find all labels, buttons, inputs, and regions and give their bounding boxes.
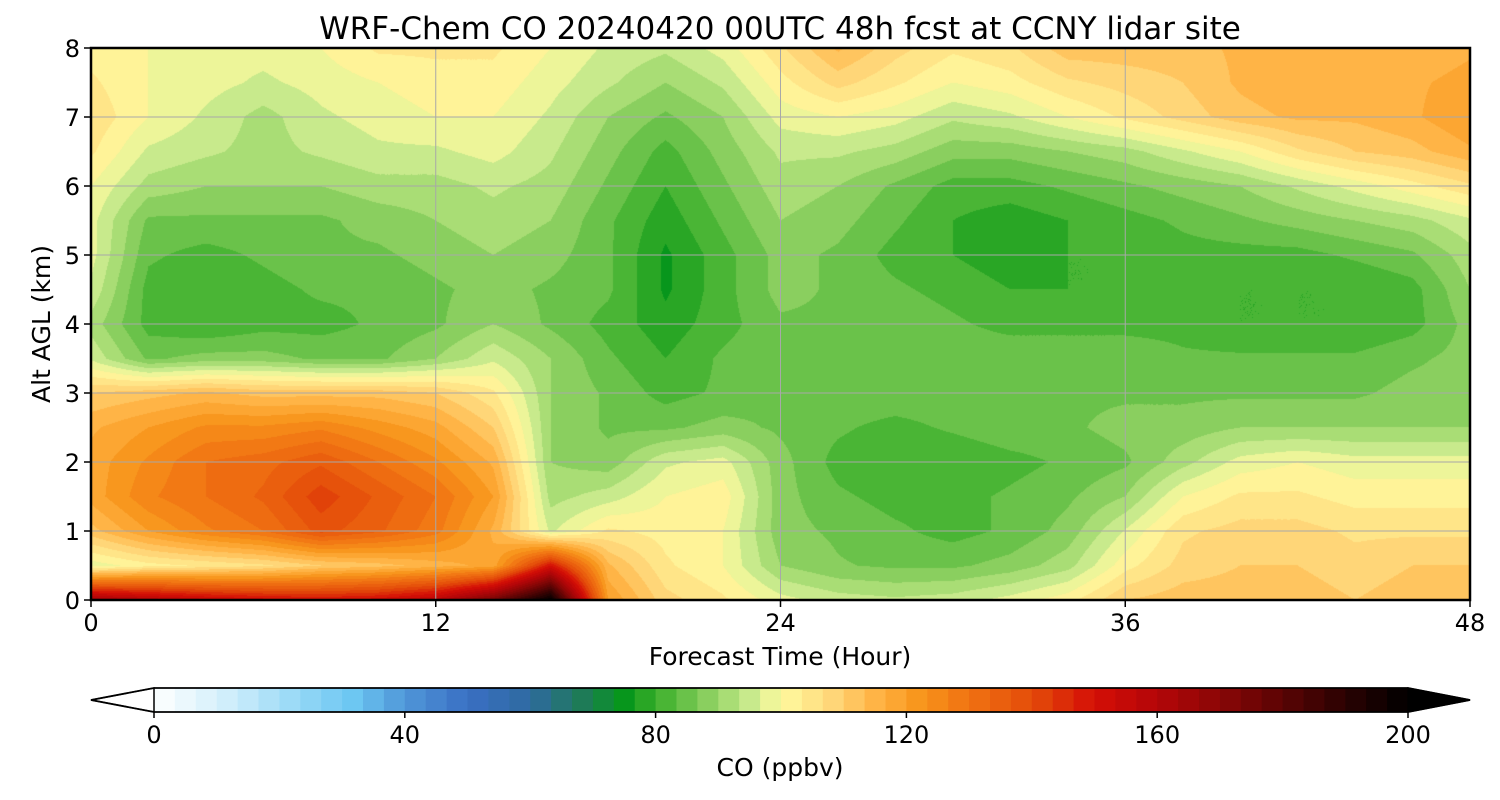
- colorbar-segment: [1240, 688, 1263, 712]
- colorbar-segment: [1261, 688, 1284, 712]
- colorbar-segment: [1324, 688, 1346, 712]
- x-axis-label: Forecast Time (Hour): [649, 642, 912, 671]
- colorbar-segment: [488, 688, 510, 712]
- colorbar-segment: [1199, 688, 1221, 712]
- colorbar-segment: [237, 688, 260, 712]
- colorbar-extend-low: [90, 687, 155, 713]
- colorbar-segment: [1031, 688, 1054, 712]
- y-axis-label: Alt AGL (km): [27, 245, 56, 403]
- colorbar-segment: [342, 688, 364, 712]
- colorbar-segment: [174, 688, 197, 712]
- colorbar-segment: [1157, 688, 1179, 712]
- chart-title: WRF-Chem CO 20240420 00UTC 48h fcst at C…: [319, 11, 1241, 47]
- colorbar-segment: [760, 688, 782, 712]
- colorbar-segment: [530, 688, 552, 712]
- x-tick-label: 0: [83, 609, 98, 637]
- colorbar-segment: [154, 688, 176, 712]
- colorbar-segment: [1115, 688, 1137, 712]
- colorbar-segment: [990, 688, 1012, 712]
- colorbar: [90, 687, 1471, 713]
- y-tick-label: 6: [65, 173, 80, 201]
- colorbar-segment: [927, 688, 949, 712]
- colorbar-tick-label: 80: [640, 721, 671, 749]
- colorbar-segment: [509, 688, 531, 712]
- colorbar-segment: [1052, 688, 1075, 712]
- colorbar-segment: [425, 688, 448, 712]
- x-tick-label: 48: [1455, 609, 1486, 637]
- colorbar-segment: [1010, 688, 1033, 712]
- y-tick-label: 5: [65, 242, 80, 270]
- colorbar-segment: [697, 688, 719, 712]
- colorbar-segment: [551, 688, 573, 712]
- colorbar-segment: [739, 688, 761, 712]
- colorbar-segment: [1345, 688, 1367, 712]
- colorbar-segment: [906, 688, 928, 712]
- colorbar-segment: [216, 688, 239, 712]
- colorbar-segment: [279, 688, 301, 712]
- colorbar-segment: [363, 688, 385, 712]
- colorbar-segment: [634, 688, 657, 712]
- colorbar-segment: [864, 688, 887, 712]
- colorbar-tick-label: 0: [146, 721, 161, 749]
- colorbar-segment: [446, 688, 469, 712]
- colorbar-segment: [655, 688, 678, 712]
- colorbar-segment: [1136, 688, 1158, 712]
- colorbar-segment: [258, 688, 280, 712]
- colorbar-tick-label: 160: [1134, 721, 1180, 749]
- colorbar-segment: [467, 688, 489, 712]
- y-tick-label: 7: [65, 104, 80, 132]
- colorbar-segment: [801, 688, 824, 712]
- colorbar-segment: [1178, 688, 1200, 712]
- y-tick-label: 3: [65, 380, 80, 408]
- colorbar-segment: [404, 688, 427, 712]
- colorbar-segment: [1073, 688, 1096, 712]
- colorbar-segment: [1366, 688, 1388, 712]
- y-tick-label: 0: [65, 587, 80, 615]
- x-axis-ticks: 0 12 24 36 48: [83, 600, 1485, 637]
- colorbar-extend-high: [1407, 687, 1471, 713]
- colorbar-segment: [572, 688, 594, 712]
- colorbar-segment: [1282, 688, 1305, 712]
- colorbar-label: CO (ppbv): [717, 753, 844, 782]
- x-tick-label: 12: [420, 609, 451, 637]
- colorbar-segment: [1094, 688, 1116, 712]
- colorbar-segment: [948, 688, 970, 712]
- colorbar-segment: [843, 688, 866, 712]
- colorbar-segment: [1303, 688, 1325, 712]
- colorbar-segment: [613, 688, 636, 712]
- colorbar-segment: [1219, 688, 1242, 712]
- y-tick-label: 4: [65, 311, 80, 339]
- y-tick-label: 8: [65, 35, 80, 63]
- colorbar-segment: [300, 688, 322, 712]
- colorbar-segment: [781, 688, 803, 712]
- colorbar-tick-label: 40: [390, 721, 421, 749]
- colorbar-tick-label: 120: [883, 721, 929, 749]
- y-tick-label: 2: [65, 449, 80, 477]
- colorbar-segment: [383, 688, 406, 712]
- y-tick-label: 1: [65, 518, 80, 546]
- colorbar-segment: [822, 688, 845, 712]
- y-axis-ticks: 0 1 2 3 4 5 6 7 8: [65, 35, 91, 615]
- colorbar-segment: [885, 688, 907, 712]
- colorbar-segment: [195, 688, 218, 712]
- colorbar-ticks: 0 40 80 120 160 200: [146, 712, 1431, 749]
- colorbar-tick-label: 200: [1385, 721, 1431, 749]
- colorbar-segment: [969, 688, 991, 712]
- colorbar-segment: [592, 688, 615, 712]
- x-tick-label: 24: [765, 609, 796, 637]
- x-tick-label: 36: [1110, 609, 1141, 637]
- colorbar-segment: [321, 688, 343, 712]
- colorbar-segment: [718, 688, 740, 712]
- colorbar-segment: [1387, 688, 1409, 712]
- colorbar-segment: [676, 688, 698, 712]
